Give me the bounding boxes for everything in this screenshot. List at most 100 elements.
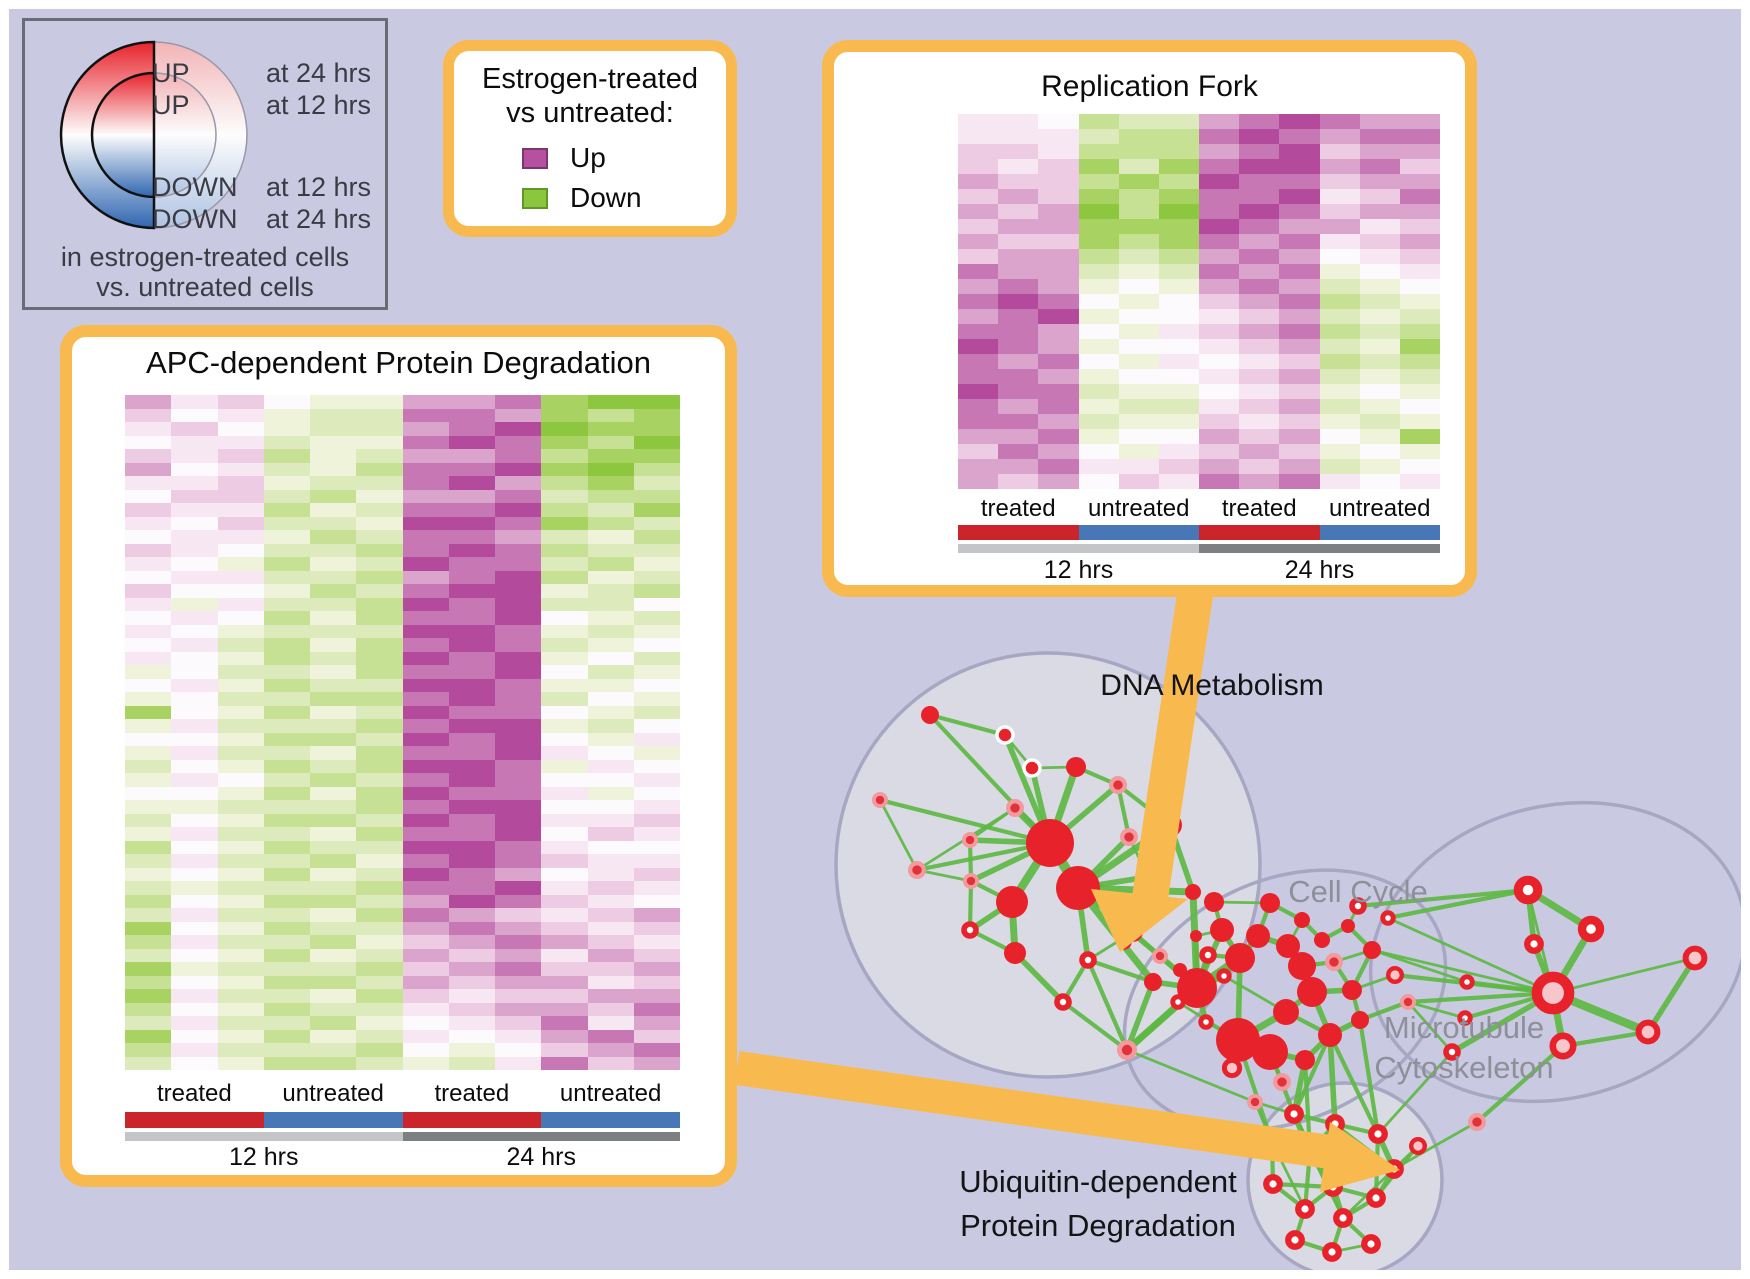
heatmap-cell — [125, 719, 172, 733]
ring-footnote-line1: in estrogen-treated cells — [60, 242, 350, 272]
heatmap-cell — [1118, 324, 1159, 339]
heatmap-cell — [633, 570, 680, 584]
heatmap-cell — [1199, 114, 1240, 129]
heatmap-cell — [263, 732, 310, 746]
network-node-ring — [1513, 875, 1543, 905]
inner-ring-left-vivid — [90, 71, 156, 199]
heatmap-cell — [587, 435, 634, 449]
heatmap-cell — [1078, 204, 1119, 219]
heatmap-cell — [587, 746, 634, 760]
heatmap-cell — [587, 395, 634, 409]
heatmap-cell — [217, 908, 264, 922]
heatmap-cell — [356, 692, 403, 706]
heatmap-cell — [448, 543, 495, 557]
network-node-pink-core — [1277, 1077, 1287, 1087]
heatmap-cell — [541, 584, 588, 598]
heatmap-cell — [125, 678, 172, 692]
heatmap-cell — [1239, 144, 1280, 159]
heatmap-cell — [310, 1002, 357, 1016]
heatmap-cell — [171, 476, 218, 490]
network-node-solid — [1225, 943, 1255, 973]
replication-group-labels: treated untreated treated untreated — [958, 495, 1440, 523]
heatmap-cell — [1359, 414, 1400, 429]
network-node-solid — [1216, 1018, 1260, 1062]
heatmap-cell — [125, 665, 172, 679]
heatmap-cell — [217, 651, 264, 665]
heatmap-cell — [1399, 129, 1440, 144]
heatmap-cell — [263, 651, 310, 665]
heatmap-cell — [217, 422, 264, 436]
heatmap-cell — [125, 503, 172, 517]
network-node-ring — [1333, 1208, 1353, 1228]
heatmap-cell — [1359, 399, 1400, 414]
heatmap-cell — [1038, 129, 1079, 144]
heatmap-cell — [402, 800, 449, 814]
heatmap-cell — [1118, 309, 1159, 324]
heatmap-cell — [958, 414, 999, 429]
heatmap-cell — [217, 408, 264, 422]
heatmap-cell — [356, 476, 403, 490]
heatmap-cell — [125, 732, 172, 746]
heatmap-cell — [448, 1029, 495, 1043]
heatmap-cell — [402, 989, 449, 1003]
network-node-pink-core — [1472, 1117, 1482, 1127]
heatmap-cell — [1399, 324, 1440, 339]
network-node-solid — [1066, 757, 1086, 777]
heatmap-cell — [1359, 339, 1400, 354]
heatmap-cell — [633, 1029, 680, 1043]
heatmap-cell — [402, 503, 449, 517]
heatmap-cell — [1158, 264, 1199, 279]
heatmap-cell — [263, 395, 310, 409]
heatmap-cell — [1158, 129, 1199, 144]
heatmap-cell — [1359, 114, 1400, 129]
heatmap-cell — [1319, 459, 1360, 474]
heatmap-cell — [541, 530, 588, 544]
heatmap-cell — [998, 264, 1039, 279]
heatmap-cell — [217, 732, 264, 746]
heatmap-cell — [263, 827, 310, 841]
heatmap-cell — [1319, 354, 1360, 369]
heatmap-cell — [217, 543, 264, 557]
heatmap-cell — [633, 1056, 680, 1070]
network-node-solid — [1273, 999, 1299, 1025]
heatmap-cell — [495, 962, 542, 976]
heatmap-cell — [958, 459, 999, 474]
heatmap-cell — [1038, 249, 1079, 264]
heatmap-cell — [541, 408, 588, 422]
heatmap-cell — [1279, 429, 1320, 444]
heatmap-cell — [171, 692, 218, 706]
heatmap-cell — [998, 354, 1039, 369]
heatmap-cell — [1359, 384, 1400, 399]
heatmap-cell — [495, 476, 542, 490]
heatmap-cell — [998, 159, 1039, 174]
time-label: at 12 hrs — [265, 172, 371, 202]
heatmap-cell — [587, 759, 634, 773]
heatmap-cell — [310, 800, 357, 814]
heatmap-cell — [1239, 294, 1280, 309]
heatmap-cell — [1078, 369, 1119, 384]
heatmap-cell — [125, 435, 172, 449]
network-node-solid — [1294, 912, 1310, 928]
heatmap-cell — [1118, 189, 1159, 204]
heatmap-cell — [310, 422, 357, 436]
heatmap-cell — [1078, 279, 1119, 294]
apc-panel: APC-dependent Protein Degradation treate… — [60, 325, 737, 1187]
heatmap-cell — [1078, 399, 1119, 414]
heatmap-cell — [1239, 189, 1280, 204]
heatmap-cell — [217, 557, 264, 571]
heatmap-cell — [263, 921, 310, 935]
heatmap-cell — [495, 786, 542, 800]
network-node-solid — [1177, 968, 1217, 1008]
heatmap-cell — [125, 1029, 172, 1043]
heatmap-cell — [1199, 474, 1240, 489]
heatmap-cell — [310, 395, 357, 409]
heatmap-cell — [448, 948, 495, 962]
heatmap-cell — [1199, 159, 1240, 174]
heatmap-cell — [998, 444, 1039, 459]
heatmap-cell — [356, 948, 403, 962]
heatmap-cell — [263, 678, 310, 692]
heatmap-cell — [1359, 234, 1400, 249]
heatmap-cell — [171, 840, 218, 854]
network-node-pink-core — [965, 835, 975, 845]
